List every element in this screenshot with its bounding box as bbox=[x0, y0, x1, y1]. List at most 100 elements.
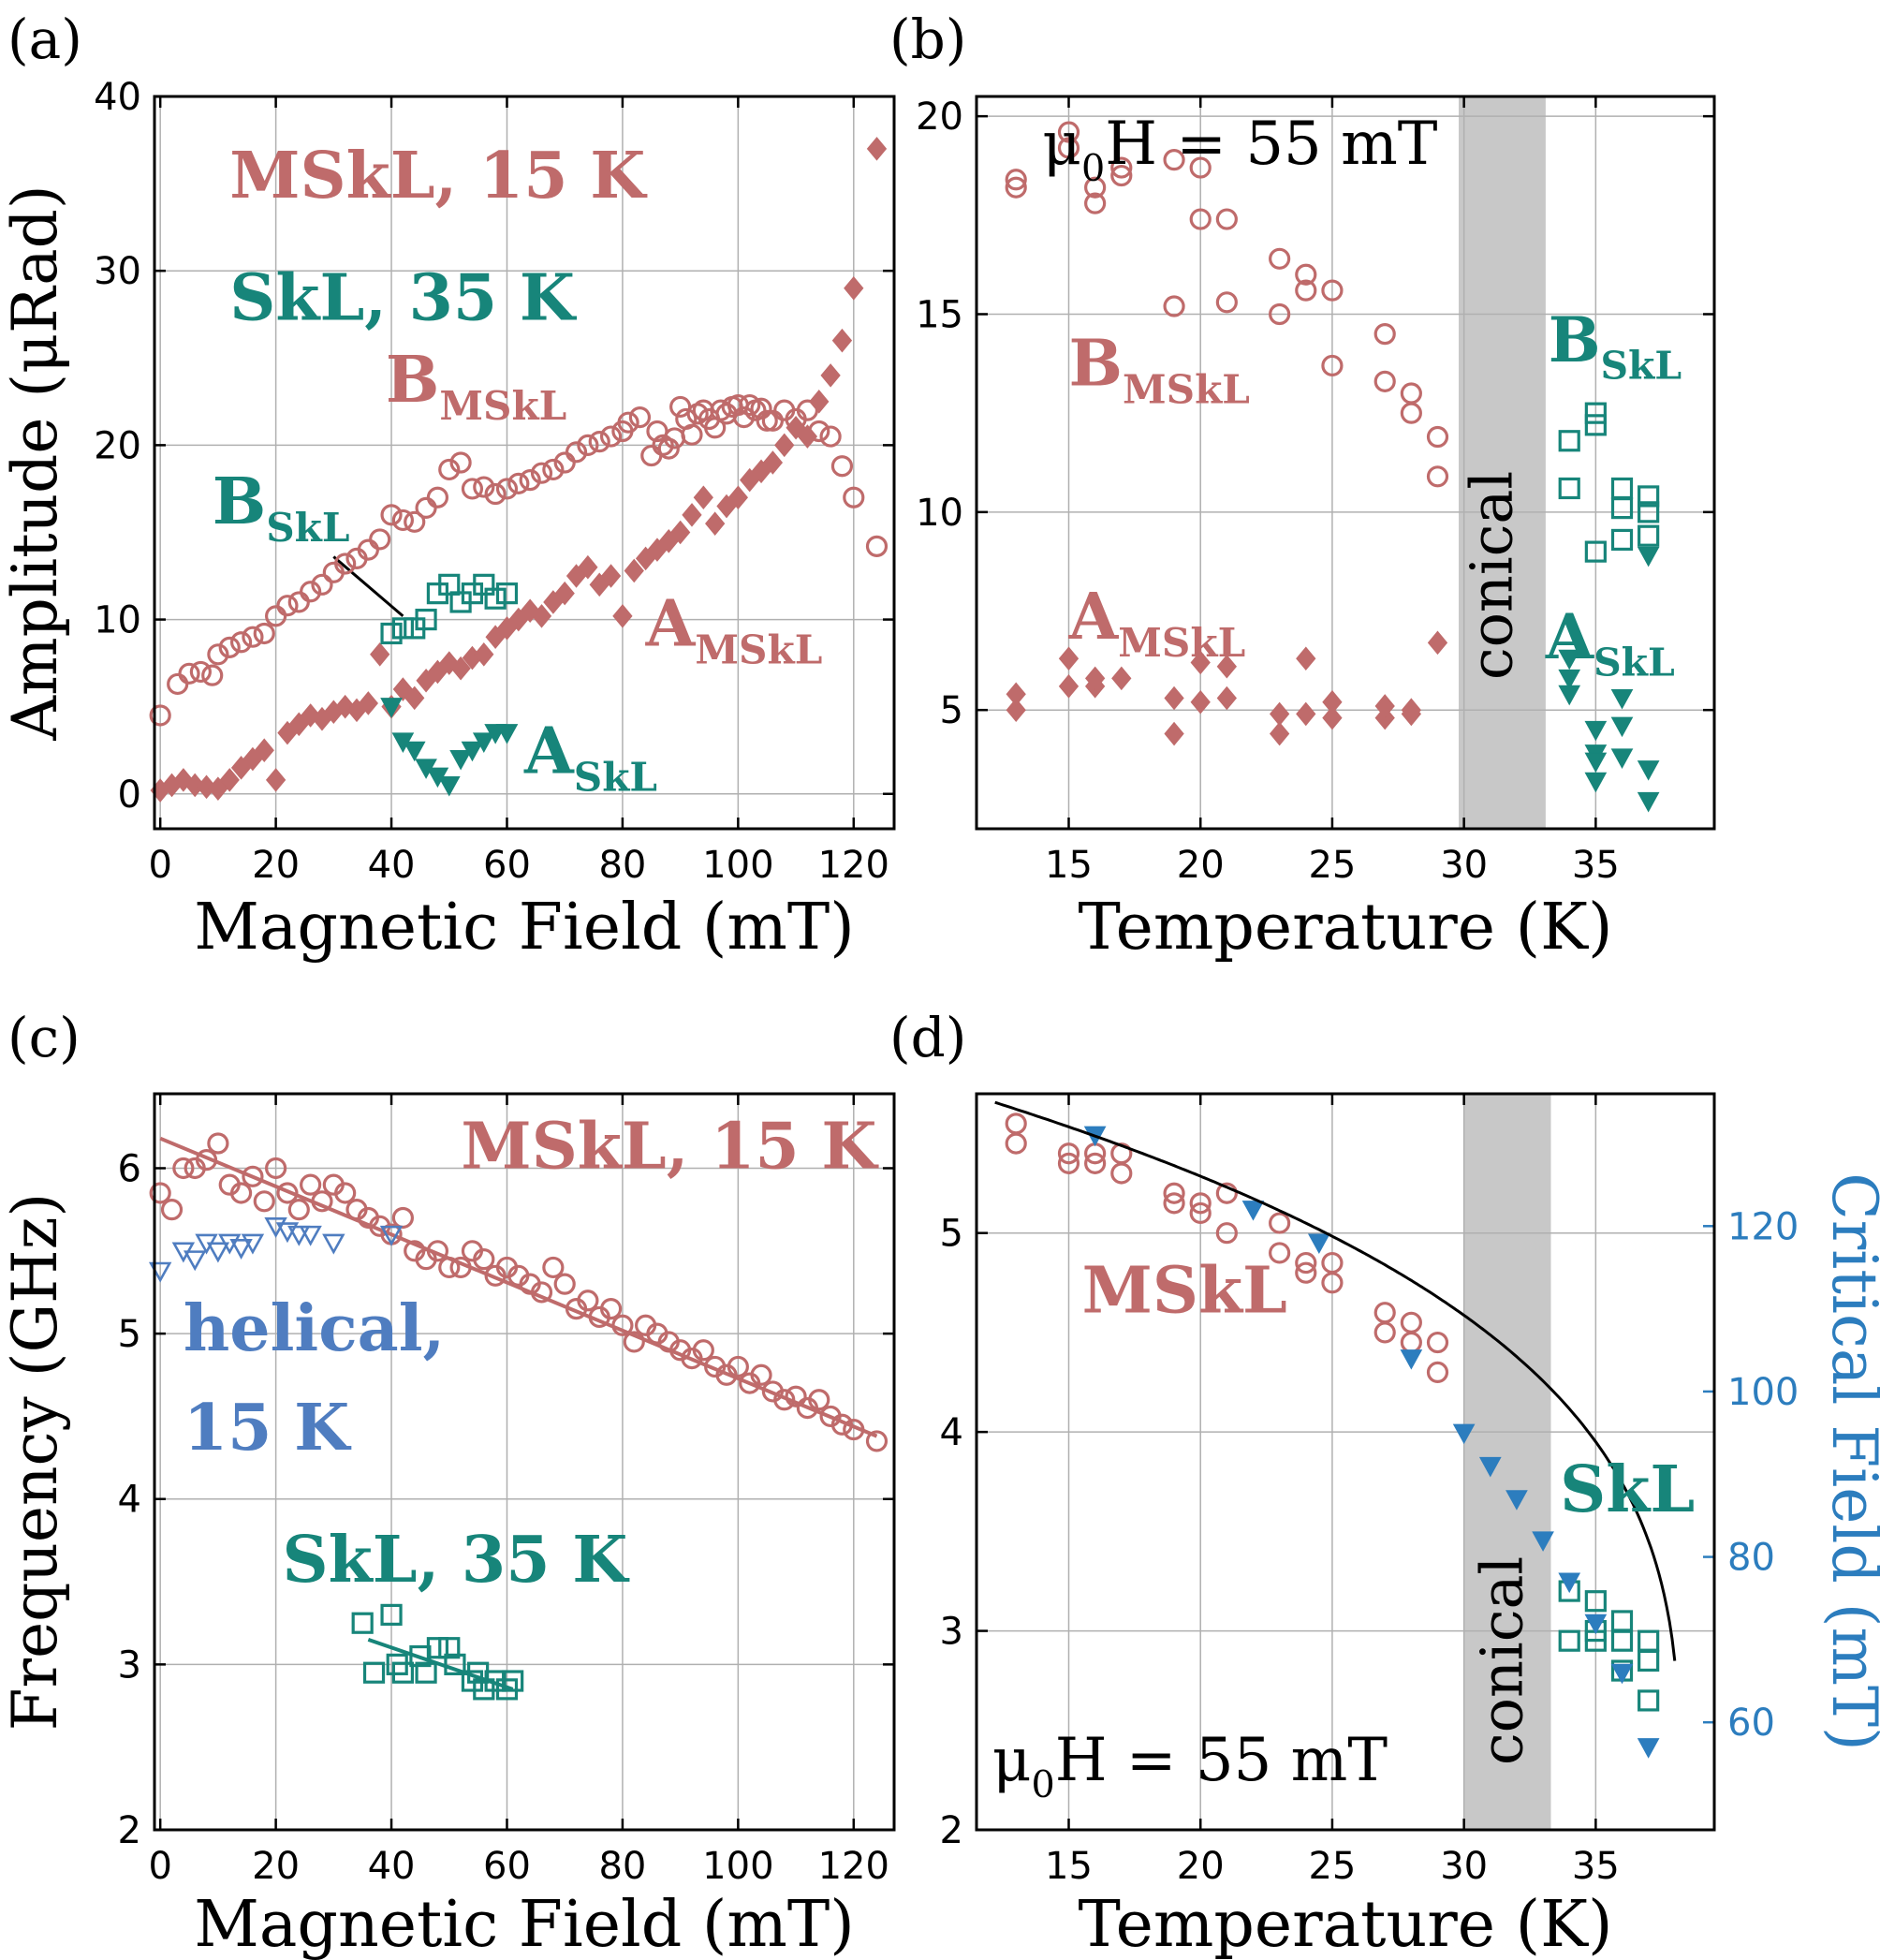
data-point bbox=[1215, 291, 1238, 314]
label-b-mskl: BMSkL bbox=[1069, 327, 1250, 413]
data-point bbox=[1584, 1614, 1608, 1635]
data-point bbox=[1610, 1663, 1634, 1685]
data-point bbox=[623, 1331, 645, 1353]
data-point bbox=[189, 660, 212, 684]
data-point bbox=[1057, 121, 1080, 143]
data-point bbox=[379, 1225, 404, 1246]
data-point bbox=[207, 1132, 229, 1155]
label-a-mskl-sub: MSkL bbox=[695, 626, 822, 673]
data-point bbox=[750, 1363, 772, 1386]
data-point bbox=[1241, 1201, 1265, 1221]
data-point bbox=[1426, 1361, 1449, 1384]
label-field-sub: 0 bbox=[1081, 147, 1105, 190]
data-point bbox=[1610, 748, 1634, 769]
data-point bbox=[1400, 1349, 1423, 1370]
data-point bbox=[1005, 1113, 1027, 1135]
data-point bbox=[1110, 164, 1133, 187]
label-a-mskl-main: A bbox=[645, 587, 697, 662]
series-b-skl bbox=[380, 573, 519, 645]
data-point bbox=[380, 622, 403, 645]
data-point bbox=[450, 656, 471, 681]
data-point bbox=[843, 486, 865, 508]
data-point bbox=[287, 1225, 311, 1246]
data-point bbox=[362, 1661, 386, 1684]
data-point bbox=[1584, 720, 1608, 742]
y-tick-label: 5 bbox=[940, 689, 963, 732]
data-point bbox=[1296, 646, 1316, 671]
data-point bbox=[253, 1190, 275, 1213]
data-point bbox=[577, 1289, 599, 1312]
label-a-mskl: AMSkL bbox=[645, 587, 823, 673]
label-b-mskl-sub: MSkL bbox=[439, 382, 566, 429]
data-point bbox=[1308, 1233, 1330, 1255]
data-point bbox=[1532, 1531, 1554, 1552]
data-point bbox=[495, 724, 519, 744]
data-point bbox=[1558, 430, 1580, 452]
data-point bbox=[438, 458, 461, 481]
series-b-skl bbox=[1558, 402, 1660, 563]
y-tick-label: 5 bbox=[118, 1313, 141, 1356]
label-a-skl: ASkL bbox=[523, 714, 657, 800]
x-tick-label: 35 bbox=[1572, 1845, 1620, 1888]
data-point bbox=[554, 581, 575, 606]
data-point bbox=[1189, 156, 1212, 179]
label-b-mskl: BMSkL bbox=[386, 343, 566, 429]
y-axis-label: Frequency (GHz) bbox=[0, 1193, 71, 1732]
x-tick-label: 60 bbox=[483, 844, 531, 887]
data-point bbox=[762, 450, 784, 475]
data-point bbox=[160, 1199, 184, 1221]
data-point bbox=[1321, 1251, 1344, 1275]
data-point bbox=[1190, 689, 1211, 715]
panel-label-b: (b) bbox=[889, 7, 966, 71]
series-b-mskl bbox=[1005, 121, 1449, 488]
x-tick-label: 120 bbox=[818, 1845, 889, 1888]
data-point bbox=[727, 485, 749, 510]
right-y-tick-label: 60 bbox=[1727, 1702, 1775, 1745]
data-point bbox=[578, 554, 598, 580]
data-point bbox=[276, 1182, 299, 1204]
data-point bbox=[1215, 208, 1238, 230]
data-point bbox=[1005, 169, 1027, 191]
data-point bbox=[1269, 247, 1291, 270]
data-point bbox=[1295, 263, 1317, 286]
axes-frame bbox=[153, 1092, 896, 1832]
data-point bbox=[1163, 1182, 1185, 1204]
y-tick-label: 5 bbox=[940, 1213, 963, 1256]
data-point bbox=[1610, 689, 1634, 710]
y-tick-label: 30 bbox=[94, 250, 141, 293]
data-point bbox=[1637, 760, 1660, 781]
right-y-tick-label: 120 bbox=[1727, 1205, 1799, 1248]
data-point bbox=[542, 1256, 565, 1279]
data-point bbox=[1163, 295, 1185, 317]
label-b-skl-main: B bbox=[1549, 303, 1601, 376]
data-point bbox=[588, 431, 610, 453]
data-point bbox=[1558, 685, 1581, 706]
data-point bbox=[1426, 425, 1449, 449]
data-point bbox=[1295, 1251, 1317, 1275]
data-point bbox=[1584, 1590, 1607, 1613]
label-skl: SkL bbox=[1560, 1452, 1695, 1527]
label-a-skl: ASkL bbox=[1545, 600, 1675, 685]
data-point bbox=[172, 1157, 195, 1180]
panel-c: 0 20 40 60 80 100 120 2 3 4 5 6 (c) Magnetic Field (m… bbox=[0, 1006, 896, 1960]
data-point bbox=[553, 1273, 576, 1295]
data-point bbox=[265, 768, 286, 792]
data-point bbox=[1057, 1142, 1080, 1165]
data-point bbox=[1400, 1311, 1422, 1334]
data-point bbox=[484, 587, 507, 610]
x-tick-label: 80 bbox=[598, 844, 646, 887]
label-b-mskl-sub: MSkL bbox=[1123, 366, 1250, 413]
data-point bbox=[229, 1182, 253, 1204]
series-critical-field bbox=[1083, 1126, 1660, 1759]
data-point bbox=[1057, 1152, 1080, 1174]
data-point bbox=[1296, 701, 1316, 727]
y-tick-label: 15 bbox=[916, 293, 963, 336]
data-point bbox=[265, 1157, 287, 1180]
panel-label-a: (a) bbox=[7, 7, 82, 71]
data-point bbox=[844, 276, 864, 301]
x-tick-label: 15 bbox=[1045, 1845, 1093, 1888]
data-point bbox=[1111, 666, 1132, 691]
data-point bbox=[1400, 382, 1422, 405]
data-point bbox=[1321, 354, 1344, 377]
data-point bbox=[380, 698, 403, 718]
